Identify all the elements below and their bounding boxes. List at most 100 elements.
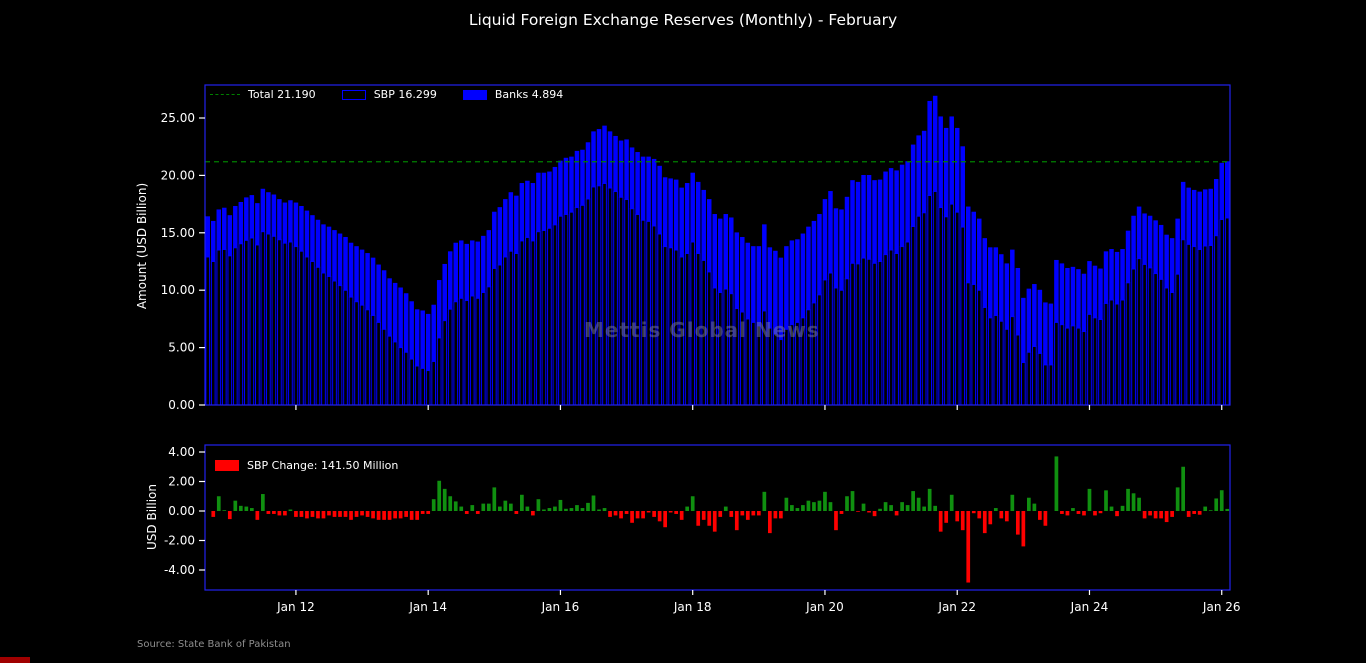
reserve-bar-sbp (547, 227, 552, 406)
reserve-bar-banks (552, 166, 558, 226)
reserve-bar-banks (425, 313, 431, 371)
reserve-bar-sbp (866, 258, 872, 406)
reserve-bar-banks (789, 240, 795, 326)
change-bar (751, 511, 756, 516)
change-bar (795, 508, 800, 511)
change-bar (861, 503, 866, 511)
top-chart-legend: Total 21.190 SBP 16.299 Banks 4.894 (210, 88, 563, 101)
change-bar (437, 480, 442, 511)
reserve-bar-banks (938, 116, 943, 208)
reserve-bar-banks (613, 135, 618, 192)
reserve-bar-banks (756, 246, 762, 327)
change-bar (415, 511, 420, 520)
change-bar (365, 511, 370, 517)
change-bar (1093, 511, 1097, 516)
reserve-bar-sbp (1219, 219, 1225, 406)
reserve-bar-banks (877, 179, 883, 262)
change-bar (812, 502, 816, 511)
reserve-bar-sbp (607, 187, 613, 406)
reserve-bar-sbp (310, 261, 315, 406)
reserve-bar-banks (299, 205, 304, 252)
reserve-bar-sbp (216, 249, 222, 406)
reserve-bar-sbp (1009, 316, 1015, 406)
change-bar (569, 508, 574, 511)
reserve-bar-banks (943, 127, 949, 218)
reserve-bar-sbp (541, 230, 547, 406)
reserve-bar-banks (1153, 220, 1158, 274)
change-bar (266, 511, 271, 514)
reserve-bar-sbp (767, 327, 773, 406)
reserve-bar-banks (894, 170, 899, 254)
change-bar (674, 511, 679, 514)
reserve-bar-banks (536, 172, 541, 233)
reserve-bar-banks (640, 156, 646, 221)
reserve-bar-sbp (1175, 273, 1180, 406)
reserve-bar-sbp (927, 194, 933, 406)
change-bar (685, 506, 690, 511)
reserve-bar-banks (403, 293, 409, 353)
change-bar (1010, 494, 1015, 511)
reserve-bar-banks (1037, 289, 1043, 354)
change-bar (790, 505, 794, 511)
reserve-bar-banks (282, 202, 288, 244)
reserve-bar-banks (596, 129, 602, 187)
reserve-bar-sbp (1186, 243, 1192, 406)
reserve-bar-banks (530, 183, 536, 242)
reserve-bar-banks (288, 200, 293, 243)
reserve-bar-sbp (894, 252, 899, 406)
change-bar (426, 511, 431, 514)
change-bar (845, 496, 849, 511)
change-bar (376, 511, 381, 520)
reserve-bar-banks (1136, 206, 1142, 260)
change-bar (1098, 511, 1103, 514)
reserve-bar-banks (773, 250, 778, 335)
change-bar (233, 500, 238, 511)
reserve-bar-banks (916, 135, 921, 217)
reserve-bar-sbp (629, 208, 635, 406)
reserve-bar-sbp (271, 235, 277, 406)
reserve-bar-sbp (662, 246, 668, 406)
x-tick-label: Jan 20 (805, 600, 844, 614)
legend-banks-label: Banks 4.894 (494, 88, 564, 101)
change-bar (883, 502, 888, 511)
reserve-bar-sbp (343, 289, 348, 406)
reserve-bar-banks (1169, 238, 1175, 293)
reserve-bar-banks (1175, 218, 1180, 275)
change-bar (542, 509, 546, 511)
reserve-bar-sbp (348, 296, 354, 406)
reserve-bar-sbp (723, 288, 729, 406)
reserve-bar-banks (266, 192, 271, 235)
reserve-bar-sbp (1043, 364, 1048, 406)
reserve-bar-sbp (1098, 318, 1103, 406)
reserve-bar-banks (1065, 267, 1070, 329)
reserve-bar-sbp (712, 287, 718, 406)
change-bar (1104, 490, 1108, 511)
reserve-bar-banks (381, 270, 387, 330)
change-bar (547, 508, 552, 511)
change-bar (1021, 511, 1026, 547)
change-bar (1115, 511, 1119, 517)
reserve-bar-banks (1098, 268, 1103, 320)
reserve-bar-sbp (850, 262, 855, 406)
change-bar (1197, 511, 1202, 515)
reserve-bar-banks (795, 239, 800, 323)
reserve-bar-banks (850, 180, 855, 264)
reserve-bar-sbp (993, 314, 999, 406)
reserve-bar-sbp (442, 320, 448, 406)
change-bar (723, 506, 728, 511)
reserve-bar-banks (503, 199, 508, 258)
reserve-bar-sbp (1213, 235, 1219, 406)
change-bar (299, 511, 304, 517)
change-bar (343, 511, 348, 517)
reserve-bar-sbp (558, 215, 563, 406)
reserve-bar-sbp (1109, 299, 1114, 406)
reserve-bar-banks (839, 209, 844, 291)
change-bar (558, 499, 563, 511)
reserve-bar-banks (629, 147, 635, 210)
reserve-bar-banks (618, 140, 624, 198)
change-bar (520, 494, 524, 511)
reserve-bar-sbp (486, 286, 492, 406)
reserve-bar-sbp (734, 308, 740, 406)
reserve-bar-sbp (1114, 303, 1120, 406)
change-bar (464, 511, 469, 514)
